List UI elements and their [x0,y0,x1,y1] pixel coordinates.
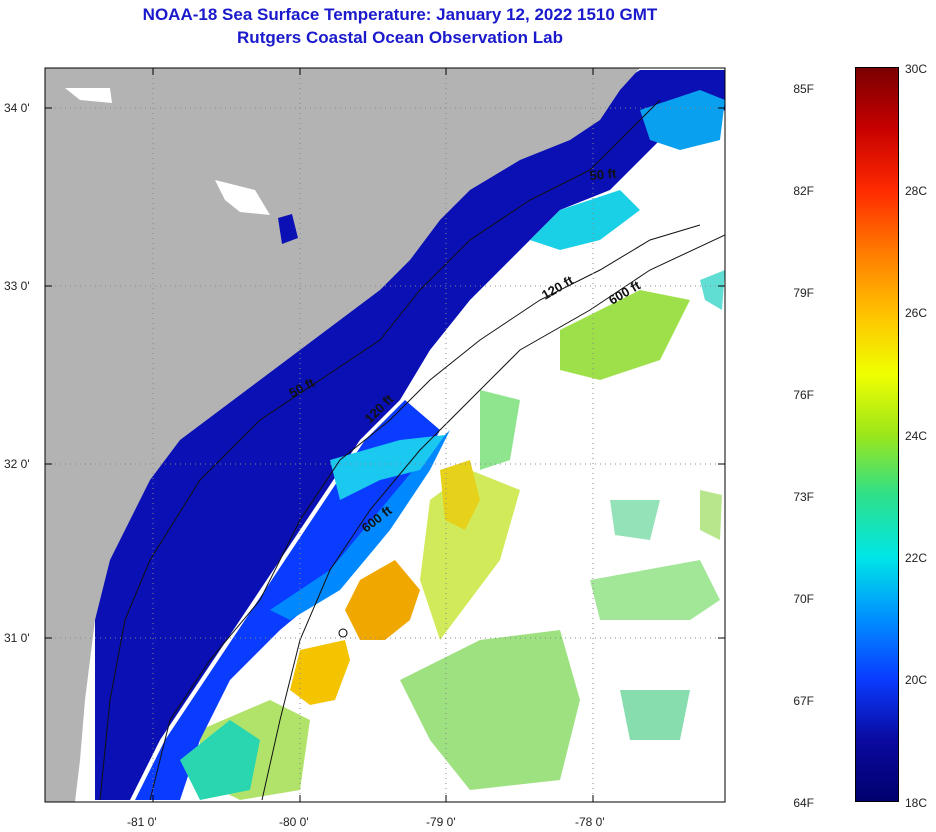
celsius-label: 24C [905,429,928,443]
lat-label: 33 0' [4,279,30,293]
celsius-label: 20C [905,673,928,687]
lat-label: 34 0' [4,101,30,115]
buoy-marker [338,628,348,638]
contour-label: 50 ft [589,166,618,183]
bathymetry-contours [99,99,725,801]
lon-label: -81 0' [127,815,157,829]
map-title: NOAA-18 Sea Surface Temperature: January… [142,5,658,24]
celsius-label: 30C [905,62,928,76]
axis-ticks [45,68,725,802]
celsius-label: 26C [905,306,928,320]
lon-label: -79 0' [426,815,456,829]
temperature-colorbar [855,67,899,802]
map-subtitle: Rutgers Coastal Ocean Observation Lab [237,28,563,47]
lat-label: 32 0' [4,457,30,471]
map-frame [44,67,726,803]
lat-label: 31 0' [4,631,30,645]
fahrenheit-label: 85F [793,82,814,96]
map-grid [45,68,725,802]
celsius-label: 28C [905,184,928,198]
map-area: 50 ft 120 ft 600 ft 50 ft 120 ft 600 ft [45,68,725,802]
fahrenheit-label: 73F [793,490,814,504]
celsius-label: 22C [905,551,928,565]
fahrenheit-label: 76F [793,388,814,402]
land [45,68,640,802]
celsius-label: 18C [905,796,928,810]
shelf-cold-water [95,70,725,800]
lon-label: -78 0' [575,815,605,829]
fahrenheit-label: 70F [793,592,814,606]
fahrenheit-label: 82F [793,184,814,198]
fahrenheit-label: 64F [793,796,814,810]
fahrenheit-label: 79F [793,286,814,300]
lon-label: -80 0' [279,815,309,829]
fahrenheit-label: 67F [793,694,814,708]
offshore-sst-patches [400,270,725,790]
